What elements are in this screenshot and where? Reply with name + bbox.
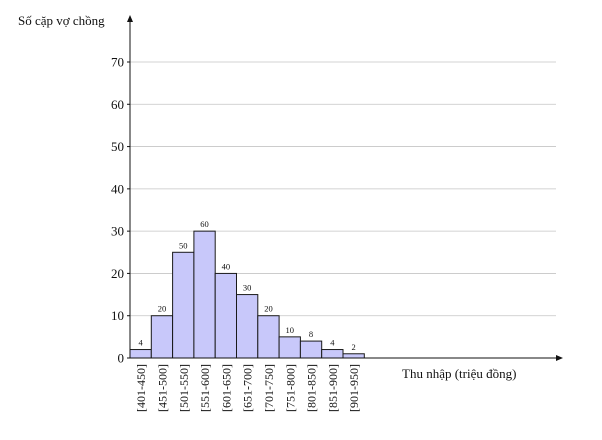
y-tick-label: 50 [111,139,124,154]
histogram-bar [278,336,301,359]
histogram-bar [321,349,344,359]
x-tick-label: [701-750] [262,364,276,412]
histogram-bar [299,340,323,359]
y-axis-label: Số cặp vợ chồng [18,13,105,28]
histogram-bar [150,315,174,359]
histogram-bar [257,315,280,359]
x-tick-label: [751-800] [283,364,297,412]
bar-data-label: 30 [243,283,252,293]
x-tick-labels: [401-450] [451-500] [501-550] [551-600] [601… [134,364,361,412]
x-tick-label: [851-900] [326,364,340,412]
x-axis-arrow [556,355,563,361]
x-tick-label: [901-950] [347,364,361,412]
y-axis-arrow [127,15,133,22]
x-tick-label: [601-650] [219,364,233,412]
bar-data-label: 20 [264,304,273,314]
x-tick-label: [401-450] [134,364,148,412]
bar-data-label: 40 [222,261,231,271]
y-tick-label: 70 [111,55,124,70]
x-tick-label: [801-850] [305,364,319,412]
bar-data-label: 60 [200,219,209,229]
y-tick-label: 30 [111,224,124,239]
bar-data-label: 10 [286,325,295,335]
bar-data-label: 20 [158,304,167,314]
x-tick-label: [501-550] [177,364,191,412]
histogram-bar [236,294,259,359]
bar-data-label: 50 [179,240,188,250]
data-labels: 4 20 50 60 40 30 20 10 8 4 2 [139,219,356,352]
bars [129,230,365,359]
y-tick-label: 60 [111,97,124,112]
x-axis-label: Thu nhập (triệu đồng) [402,366,516,381]
y-tick-label: 10 [111,308,124,323]
histogram-bar [214,272,237,359]
bar-data-label: 4 [139,338,144,348]
x-tick-label: [551-600] [198,364,212,412]
x-tick-label: [651-700] [241,364,255,412]
histogram-bar [172,251,195,359]
bar-data-label: 8 [309,329,313,339]
y-tick-label: 40 [111,181,124,196]
x-tick-label: [451-500] [155,364,169,412]
bar-data-label: 2 [352,342,356,352]
y-tick-label: 20 [111,266,124,281]
histogram-bar [193,230,216,359]
y-tick-labels: 0 10 20 30 40 50 60 70 [111,55,130,366]
histogram-bar [129,349,152,359]
bar-data-label: 4 [330,338,335,348]
histogram-bar [342,353,365,359]
y-tick-label: 0 [118,351,125,366]
